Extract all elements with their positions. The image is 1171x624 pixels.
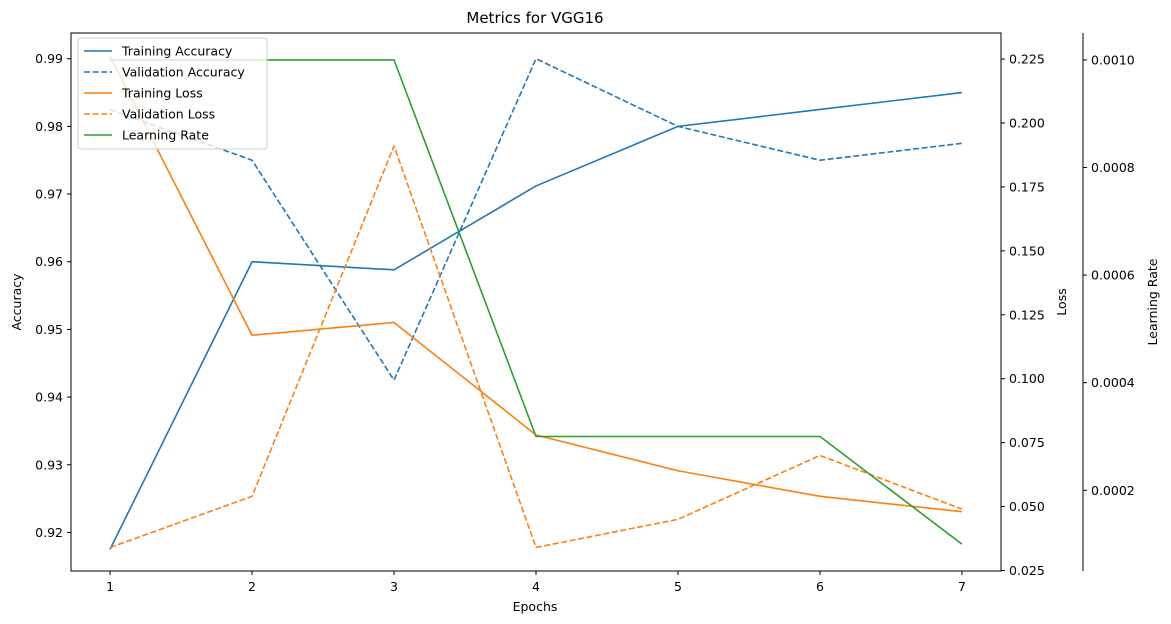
legend-entry: Training Accuracy [121, 44, 233, 59]
lr-tick-label: 0.0004 [1091, 375, 1135, 390]
legend-entry: Validation Accuracy [122, 65, 245, 80]
chart-title: Metrics for VGG16 [466, 9, 603, 27]
x-tick-label: 3 [390, 579, 398, 594]
loss-axis-label: Loss [1054, 288, 1069, 315]
legend: Training Accuracy Validation Accuracy Trai… [77, 37, 268, 150]
loss-tick-label: 0.075 [1009, 435, 1045, 450]
accuracy-axis-label: Accuracy [9, 273, 24, 331]
lr-tick-label: 0.0010 [1091, 52, 1135, 67]
legend-entry: Training Loss [121, 86, 203, 101]
loss-tick-label: 0.125 [1009, 307, 1045, 322]
x-axis-label: Epochs [513, 599, 558, 614]
series-line-validation-loss [109, 145, 963, 549]
x-tick-label: 2 [248, 579, 256, 594]
loss-tick-label: 0.050 [1009, 499, 1045, 514]
lr-tick-label: 0.0006 [1091, 268, 1135, 283]
x-tick-label: 1 [106, 579, 114, 594]
legend-entry: Learning Rate [122, 128, 209, 143]
loss-tick-label: 0.025 [1009, 563, 1045, 578]
series-line-validation-accuracy [109, 57, 963, 381]
loss-tick-label: 0.225 [1009, 52, 1045, 67]
accuracy-tick-label: 0.98 [35, 119, 63, 134]
accuracy-tick-label: 0.99 [35, 51, 63, 66]
accuracy-tick-label: 0.93 [35, 457, 63, 472]
x-tick-label: 7 [958, 579, 966, 594]
series-line-training-accuracy [109, 91, 963, 550]
lr-tick-label: 0.0008 [1091, 160, 1135, 175]
lr-axis-label: Learning Rate [1145, 258, 1160, 345]
x-tick-label: 4 [532, 579, 540, 594]
accuracy-tick-label: 0.92 [35, 525, 63, 540]
loss-tick-label: 0.200 [1009, 116, 1045, 131]
lr-tick-label: 0.0002 [1091, 483, 1135, 498]
accuracy-tick-label: 0.97 [35, 187, 63, 202]
loss-tick-label: 0.100 [1009, 371, 1045, 386]
accuracy-tick-label: 0.96 [35, 254, 63, 269]
legend-box [77, 37, 268, 150]
loss-tick-label: 0.150 [1009, 243, 1045, 258]
accuracy-tick-label: 0.94 [35, 390, 63, 405]
legend-entry: Validation Loss [122, 107, 215, 122]
x-tick-label: 5 [674, 579, 682, 594]
loss-tick-label: 0.175 [1009, 179, 1045, 194]
x-tick-label: 6 [816, 579, 824, 594]
accuracy-tick-label: 0.95 [35, 322, 63, 337]
